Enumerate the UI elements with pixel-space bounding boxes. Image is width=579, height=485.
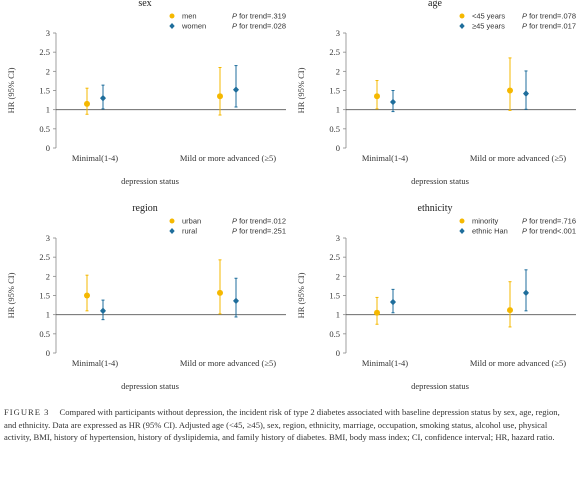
legend-marker <box>459 13 465 19</box>
x-category-label: Mild or more advanced (≥5) <box>470 153 566 163</box>
data-point <box>390 298 396 306</box>
y-axis-label: HR (95% CI) <box>6 67 16 113</box>
y-tick-label: 2 <box>336 66 340 76</box>
chart-panel-sex: sex 0 0.5 1 1.5 2 2.5 3 HR (95% CI) Minimal(1-4) M… <box>0 0 289 195</box>
y-tick-label: 2.5 <box>39 252 50 262</box>
legend-marker <box>169 23 175 29</box>
legend-trend: P for trend=.251 <box>232 227 286 236</box>
legend-label: <45 years <box>472 12 505 21</box>
data-point <box>233 297 239 305</box>
data-point <box>507 87 513 94</box>
chart-title: ethnicity <box>418 203 453 214</box>
legend-label: ≥45 years <box>472 22 505 31</box>
y-tick-label: 3 <box>336 28 340 38</box>
legend-marker <box>169 13 175 19</box>
legend-trend: P for trend=.078 <box>522 12 576 21</box>
x-axis-label: depression status <box>411 176 469 186</box>
legend-trend: P for trend=.012 <box>232 217 286 226</box>
y-tick-label: 0 <box>336 348 340 358</box>
legend-label: urban <box>182 217 201 226</box>
y-tick-label: 1 <box>46 105 50 115</box>
y-tick-label: 0 <box>46 348 50 358</box>
legend-label: minority <box>472 217 499 226</box>
y-tick-label: 3 <box>46 28 50 38</box>
data-point <box>100 94 106 102</box>
y-tick-label: 2 <box>46 271 50 281</box>
y-tick-label: 2 <box>46 66 50 76</box>
chart-title: sex <box>138 0 151 9</box>
data-point <box>217 289 223 296</box>
data-point <box>233 86 239 94</box>
figure-caption: FIGURE 3 Compared with participants witho… <box>4 406 574 444</box>
y-axis-label: HR (95% CI) <box>296 67 306 113</box>
y-tick-label: 1.5 <box>329 86 340 96</box>
legend-label: rural <box>182 227 197 236</box>
data-point <box>374 93 380 100</box>
legend-trend: P for trend=.319 <box>232 12 286 21</box>
y-axis-label: HR (95% CI) <box>296 272 306 318</box>
figure-label: FIGURE 3 <box>4 407 50 417</box>
x-axis-label: depression status <box>411 381 469 391</box>
y-tick-label: 1 <box>46 310 50 320</box>
legend-trend: P for trend<.001 <box>522 227 576 236</box>
y-tick-label: 2.5 <box>329 47 340 57</box>
chart-panel-age: age 0 0.5 1 1.5 2 2.5 3 HR (95% CI) Minimal(1-4) M… <box>290 0 579 195</box>
data-point <box>217 93 223 100</box>
legend-trend: P for trend=.028 <box>232 22 286 31</box>
y-tick-label: 0.5 <box>39 124 50 134</box>
legend-marker <box>169 218 175 224</box>
legend-marker <box>169 228 175 234</box>
x-category-label: Minimal(1-4) <box>362 358 408 368</box>
x-category-label: Minimal(1-4) <box>72 358 118 368</box>
y-tick-label: 0.5 <box>39 329 50 339</box>
chart-title: age <box>428 0 442 9</box>
x-axis-label: depression status <box>121 176 179 186</box>
x-category-label: Mild or more advanced (≥5) <box>180 358 276 368</box>
x-category-label: Mild or more advanced (≥5) <box>180 153 276 163</box>
legend-marker <box>459 228 465 234</box>
chart-svg: ethnicity 0 0.5 1 1.5 2 2.5 3 HR (95% CI) Minimal… <box>296 203 576 391</box>
data-point <box>84 292 90 299</box>
y-tick-label: 1.5 <box>329 291 340 301</box>
x-category-label: Minimal(1-4) <box>362 153 408 163</box>
y-tick-label: 0 <box>336 143 340 153</box>
legend-label: men <box>182 12 197 21</box>
data-point <box>507 307 513 314</box>
data-point <box>84 100 90 107</box>
y-tick-label: 2.5 <box>329 252 340 262</box>
y-tick-label: 2 <box>336 271 340 281</box>
y-tick-label: 2.5 <box>39 47 50 57</box>
data-point <box>374 309 380 316</box>
figure-caption-text: Compared with participants without depre… <box>4 407 560 443</box>
data-point <box>523 90 529 97</box>
x-axis-label: depression status <box>121 381 179 391</box>
y-tick-label: 3 <box>336 233 340 243</box>
legend-trend: P for trend=.716 <box>522 217 576 226</box>
legend-trend: P for trend=.017 <box>522 22 576 31</box>
y-tick-label: 0.5 <box>329 329 340 339</box>
data-point <box>100 307 106 315</box>
legend-label: women <box>181 22 206 31</box>
y-tick-label: 1 <box>336 310 340 320</box>
legend-marker <box>459 23 465 29</box>
chart-svg: region 0 0.5 1 1.5 2 2.5 3 HR (95% CI) Minimal(1-… <box>6 203 286 391</box>
y-tick-label: 0.5 <box>329 124 340 134</box>
y-tick-label: 1 <box>336 105 340 115</box>
chart-svg: age 0 0.5 1 1.5 2 2.5 3 HR (95% CI) Minimal(1-4) M… <box>296 0 576 186</box>
x-category-label: Mild or more advanced (≥5) <box>470 358 566 368</box>
legend-label: ethnic Han <box>472 227 508 236</box>
y-axis-label: HR (95% CI) <box>6 272 16 318</box>
chart-panel-ethnicity: ethnicity 0 0.5 1 1.5 2 2.5 3 HR (95% CI) Minimal… <box>290 203 579 400</box>
chart-svg: sex 0 0.5 1 1.5 2 2.5 3 HR (95% CI) Minimal(1-4) M… <box>6 0 286 186</box>
chart-panel-region: region 0 0.5 1 1.5 2 2.5 3 HR (95% CI) Minimal(1-… <box>0 203 289 400</box>
chart-title: region <box>132 203 158 214</box>
y-tick-label: 1.5 <box>39 291 50 301</box>
y-tick-label: 1.5 <box>39 86 50 96</box>
x-category-label: Minimal(1-4) <box>72 153 118 163</box>
y-tick-label: 0 <box>46 143 50 153</box>
data-point <box>390 98 396 106</box>
data-point <box>523 289 529 297</box>
y-tick-label: 3 <box>46 233 50 243</box>
legend-marker <box>459 218 465 224</box>
